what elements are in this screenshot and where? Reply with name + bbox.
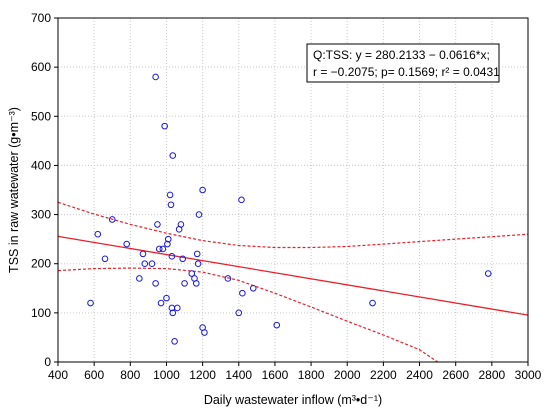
x-tick-label: 1800 <box>298 368 325 382</box>
data-point <box>201 329 208 336</box>
data-point <box>169 152 177 159</box>
data-point <box>152 73 159 81</box>
data-point <box>168 253 176 260</box>
x-tick-label: 2800 <box>478 368 505 382</box>
regression-line-path <box>57 235 529 316</box>
x-tick-label: 600 <box>84 368 104 382</box>
x-tick-label: 2000 <box>334 368 361 382</box>
regression-line <box>57 235 529 316</box>
y-tick-label: 0 <box>44 355 51 369</box>
x-tick-label: 1200 <box>189 368 216 382</box>
x-tick-label: 2200 <box>370 368 397 382</box>
data-point <box>166 191 174 199</box>
data-point <box>108 216 116 223</box>
data-point <box>174 304 181 312</box>
data-point <box>239 289 246 297</box>
x-axis-label: Daily wastewater inflow (m³•d⁻¹) <box>204 393 382 407</box>
data-point <box>164 240 171 248</box>
data-point <box>188 270 196 277</box>
data-point <box>167 201 175 209</box>
y-tick-label: 400 <box>31 158 51 172</box>
data-point <box>148 260 156 268</box>
legend-stats: r = −0.2075; p= 0.1569; r² = 0.0431 <box>313 65 500 79</box>
data-point <box>238 196 245 204</box>
data-point <box>171 338 178 345</box>
x-tick-label: 1000 <box>153 368 180 382</box>
data-point <box>159 245 167 253</box>
data-point <box>141 260 149 268</box>
confidence-band <box>57 201 529 363</box>
plot-frame <box>57 17 529 363</box>
data-point <box>193 250 201 258</box>
x-tick-label: 2400 <box>406 368 433 382</box>
confidence-band-upper <box>57 201 529 249</box>
x-axis-ticks: 400 600 800 1000 1200 1400 1600 1800 2000 2200 240… <box>48 362 542 382</box>
y-tick-label: 200 <box>31 257 51 271</box>
data-point <box>155 245 163 253</box>
y-tick-label: 500 <box>31 109 51 123</box>
data-point <box>157 299 165 307</box>
data-point <box>179 255 187 263</box>
y-tick-label: 100 <box>31 306 51 320</box>
data-point <box>235 309 243 317</box>
x-tick-label: 400 <box>48 368 68 382</box>
data-point <box>224 275 232 282</box>
data-point <box>199 186 206 194</box>
x-tick-label: 1400 <box>225 368 252 382</box>
x-tick-label: 1600 <box>262 368 289 382</box>
data-point <box>123 240 130 248</box>
data-point <box>169 309 177 317</box>
data-point <box>195 211 203 218</box>
data-point <box>139 250 147 258</box>
data-point <box>249 284 257 292</box>
y-tick-label: 300 <box>31 208 51 222</box>
data-point <box>94 230 102 238</box>
data-point <box>484 270 492 277</box>
y-axis-ticks: 0 100 200 300 400 500 600 700 <box>31 11 58 369</box>
legend-box <box>306 43 500 83</box>
data-points <box>87 73 492 345</box>
y-tick-label: 600 <box>31 60 51 74</box>
data-point <box>101 255 109 263</box>
data-point <box>194 260 202 268</box>
x-tick-label: 800 <box>120 368 140 382</box>
data-point <box>192 280 200 287</box>
data-point <box>273 321 281 329</box>
data-point <box>152 280 159 287</box>
data-point <box>154 221 161 228</box>
y-axis-label: TSS in raw watewater (g•m⁻³) <box>7 107 21 273</box>
legend: Q:TSS: y = 280.2133 − 0.0616*x; r = −0.2… <box>306 43 500 83</box>
x-tick-label: 3000 <box>515 368 542 382</box>
confidence-band-lower <box>57 267 438 363</box>
data-point <box>163 294 170 302</box>
legend-equation: Q:TSS: y = 280.2133 − 0.0616*x; <box>313 48 490 62</box>
data-point <box>161 122 168 130</box>
data-point <box>181 280 188 287</box>
data-point <box>164 235 172 243</box>
data-point <box>177 221 185 228</box>
y-tick-label: 700 <box>31 11 51 25</box>
data-point <box>87 299 94 307</box>
x-tick-label: 2600 <box>442 368 469 382</box>
data-point <box>136 275 143 282</box>
data-point <box>369 299 376 307</box>
